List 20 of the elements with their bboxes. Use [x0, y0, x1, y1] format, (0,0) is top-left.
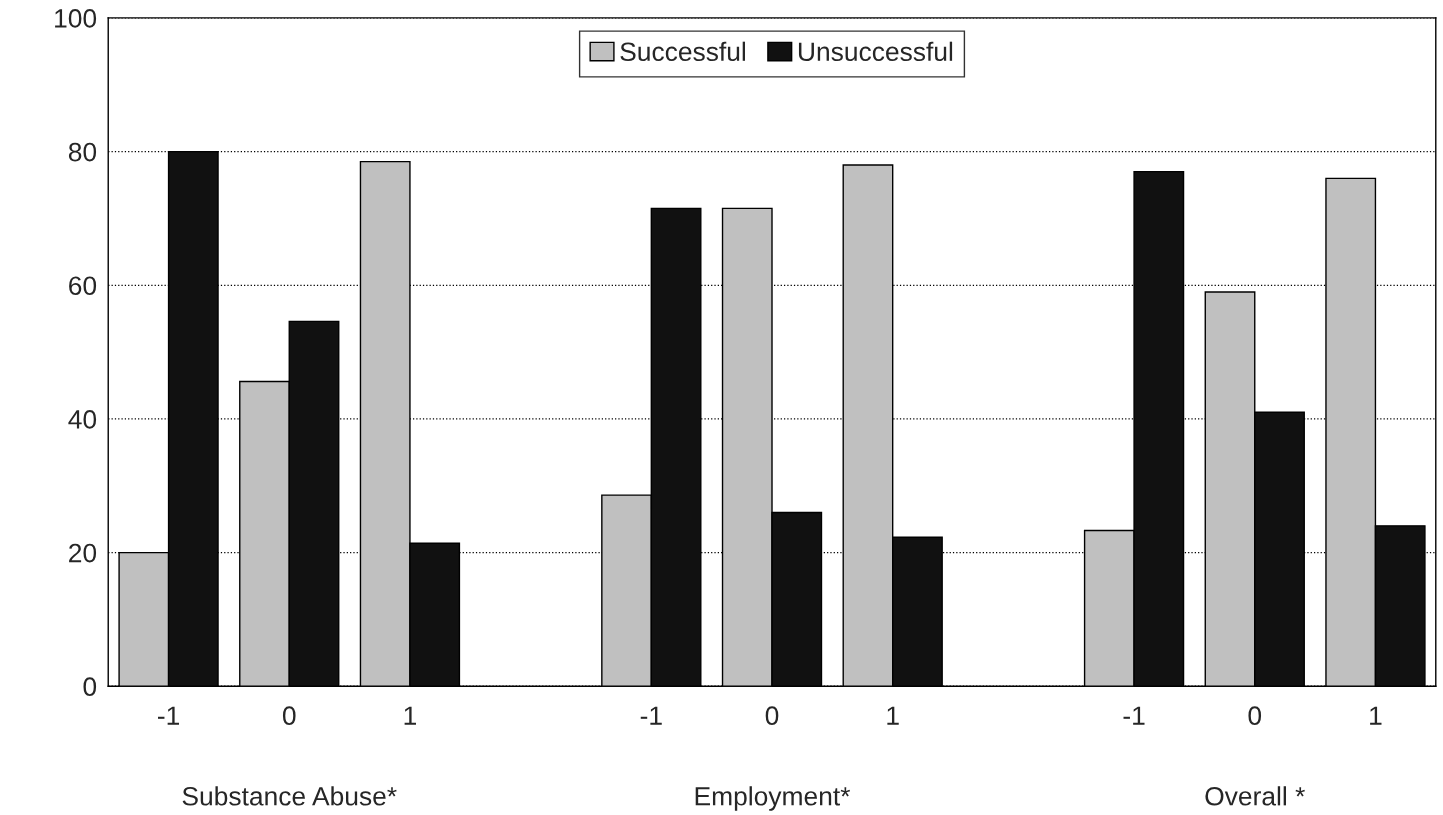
- y-tick-label: 100: [55, 9, 97, 28]
- x-tick-label: 1: [887, 706, 899, 725]
- y-tick-label: 80: [68, 142, 97, 162]
- x-tick-label: 0: [765, 706, 779, 726]
- x-tick-label: 1: [404, 706, 416, 725]
- y-tick-label: 0: [83, 677, 97, 697]
- legend-label: Unsuccessful: [798, 41, 953, 62]
- x-tick-label: 1: [1370, 706, 1382, 725]
- x-tick-label: -1: [640, 706, 662, 725]
- y-tick-label: 60: [69, 276, 97, 296]
- text: Overall *: [1205, 786, 1305, 806]
- legend-label: Successful: [620, 41, 746, 62]
- y-tick-label: 40: [68, 410, 97, 429]
- x-tick-label: -1: [158, 706, 180, 725]
- text: Employment*: [695, 786, 851, 811]
- y-tick-label: 20: [69, 543, 97, 563]
- text: Substance Abuse*: [182, 786, 397, 806]
- x-tick-label: -1: [1123, 706, 1145, 725]
- x-tick-label: 0: [1248, 706, 1262, 726]
- x-tick-label: 0: [282, 706, 296, 726]
